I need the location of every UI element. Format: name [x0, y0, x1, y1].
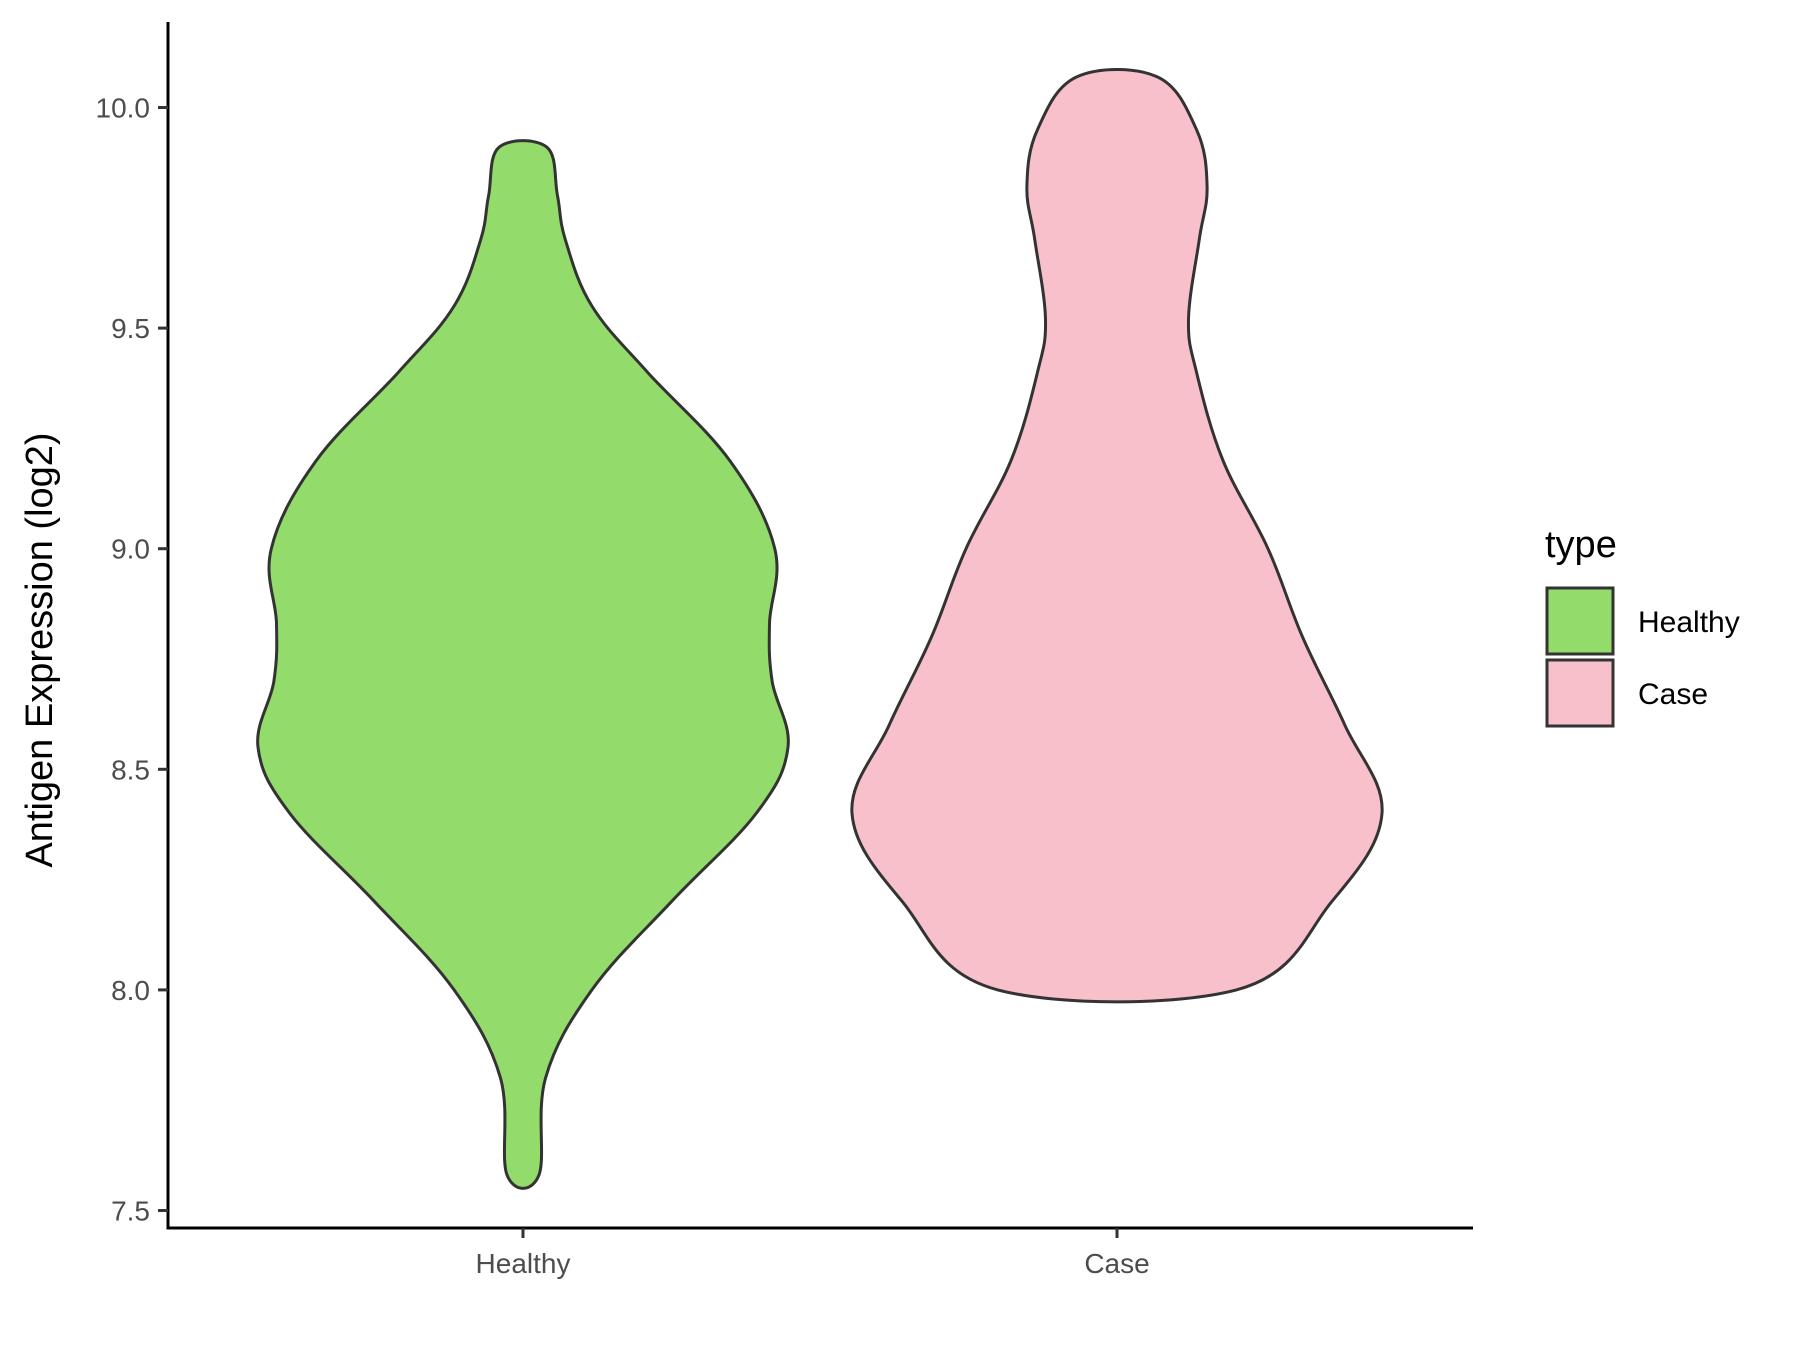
- y-tick-label: 8.0: [111, 975, 150, 1006]
- violin-case: [850, 67, 1384, 1004]
- y-axis-ticks: 7.5 8.0 8.5 9.0 9.5 10.0: [96, 93, 168, 1227]
- y-tick-label: 10.0: [96, 93, 151, 124]
- x-tick-label: Case: [1084, 1248, 1149, 1279]
- violin-healthy: [256, 139, 790, 1190]
- legend-items: Healthy Case: [1545, 586, 1740, 728]
- y-tick-label: 7.5: [111, 1196, 150, 1227]
- x-axis-ticks: Healthy Case: [476, 1228, 1150, 1279]
- y-tick-label: 9.0: [111, 534, 150, 565]
- x-tick-label: Healthy: [476, 1248, 571, 1279]
- legend-label-healthy: Healthy: [1638, 606, 1740, 639]
- y-axis-title: Antigen Expression (log2): [19, 432, 61, 867]
- legend-title: type: [1545, 524, 1617, 566]
- y-tick-label: 9.5: [111, 313, 150, 344]
- legend-label-case: Case: [1638, 678, 1708, 711]
- legend-key-case: [1545, 658, 1615, 728]
- legend-key-healthy: [1545, 586, 1615, 656]
- y-tick-label: 8.5: [111, 754, 150, 785]
- legend: type Healthy Case: [1545, 524, 1740, 728]
- violin-layer: [256, 67, 1384, 1190]
